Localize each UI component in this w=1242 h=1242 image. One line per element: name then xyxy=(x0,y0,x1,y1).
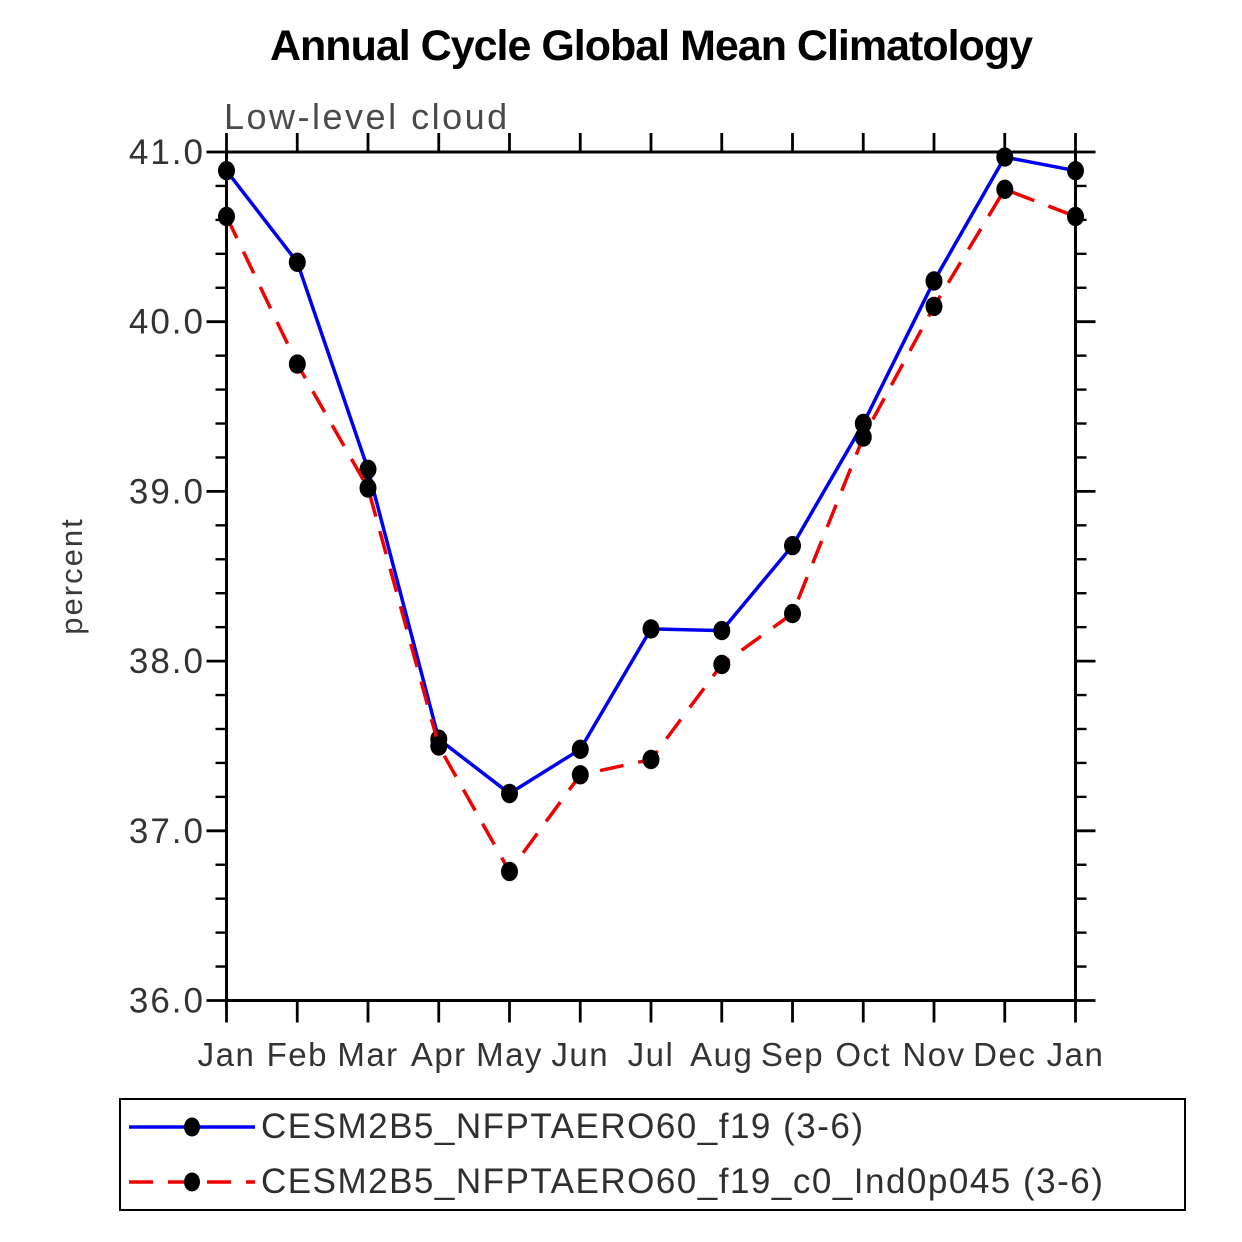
data-point-marker xyxy=(501,861,518,882)
x-tick-label: Dec xyxy=(973,1036,1036,1073)
data-point-marker xyxy=(501,783,518,804)
data-point-marker xyxy=(784,536,801,556)
y-tick-label: 41.0 xyxy=(129,133,205,172)
data-point-marker xyxy=(925,296,943,317)
legend-label: CESM2B5_NFPTAERO60_f19_c0_Ind0p045 (3-6) xyxy=(261,1161,1105,1201)
x-tick-label: Nov xyxy=(902,1036,965,1073)
x-tick-label: Apr xyxy=(411,1036,467,1073)
data-point-marker xyxy=(642,749,660,770)
data-point-marker xyxy=(854,427,872,447)
x-ticks-top xyxy=(225,133,1077,152)
data-point-marker xyxy=(1067,161,1084,181)
x-tick-label: Jan xyxy=(1047,1036,1105,1073)
x-tick-label: Jan xyxy=(198,1036,256,1073)
data-point-marker xyxy=(713,620,731,641)
x-tick-label: Mar xyxy=(337,1036,398,1073)
data-point-marker xyxy=(359,459,377,479)
chart-subtitle: Low-level cloud xyxy=(224,96,510,137)
y-tick-label: 40.0 xyxy=(129,303,205,342)
series-markers-0 xyxy=(218,147,1084,804)
y-tick-label: 39.0 xyxy=(129,472,205,511)
x-tick-label: May xyxy=(476,1036,543,1073)
data-point-marker xyxy=(784,603,801,624)
y-tick-label: 36.0 xyxy=(129,982,205,1021)
legend-item-1: CESM2B5_NFPTAERO60_f19_c0_Ind0p045 (3-6) xyxy=(121,1155,1184,1210)
x-ticks-bottom xyxy=(225,1000,1077,1023)
x-tick-label: Jun xyxy=(551,1036,609,1073)
y-tick-label: 38.0 xyxy=(129,642,205,681)
series-markers-1 xyxy=(218,179,1084,882)
legend-label: CESM2B5_NFPTAERO60_f19 (3-6) xyxy=(261,1107,865,1147)
y-ticks-right xyxy=(1075,150,1096,1002)
data-point-marker xyxy=(925,271,943,291)
data-point-marker xyxy=(218,206,235,227)
x-tick-label: Oct xyxy=(835,1036,891,1073)
data-point-marker xyxy=(642,619,660,639)
x-tick-label: Feb xyxy=(267,1036,328,1073)
legend-item-0: CESM2B5_NFPTAERO60_f19 (3-6) xyxy=(121,1100,1184,1155)
legend-line-sample-solid xyxy=(129,1117,255,1137)
data-point-marker xyxy=(854,413,872,434)
data-point-marker xyxy=(571,765,589,785)
x-tick-label: Aug xyxy=(690,1036,753,1073)
legend-line-sample-dashed xyxy=(129,1172,255,1192)
y-ticks-left xyxy=(206,150,227,1002)
x-tick-labels: Jan Feb Mar Apr May Jun Jul Aug Sep Oct Nov Dec Jan xyxy=(198,1036,1105,1073)
legend: CESM2B5_NFPTAERO60_f19 (3-6) CESM2B5_NFPT… xyxy=(119,1098,1186,1211)
chart-title: Annual Cycle Global Mean Climatology xyxy=(269,22,1033,70)
y-tick-labels: 36.0 37.0 38.0 39.0 40.0 41.0 xyxy=(129,133,205,1021)
data-point-marker xyxy=(996,179,1014,199)
data-point-marker xyxy=(1067,206,1084,227)
data-point-marker xyxy=(996,147,1014,167)
legend-marker-icon xyxy=(184,1117,200,1137)
data-point-marker xyxy=(571,739,589,759)
series-line-0 xyxy=(225,155,1076,796)
plot-frame xyxy=(225,150,1077,1002)
data-point-marker xyxy=(218,161,235,181)
y-tick-label: 37.0 xyxy=(129,812,205,851)
data-point-marker xyxy=(430,736,448,756)
legend-marker-icon xyxy=(184,1172,200,1192)
data-point-marker xyxy=(713,654,731,675)
data-point-marker xyxy=(359,478,377,498)
data-point-marker xyxy=(288,354,306,374)
data-point-marker xyxy=(288,252,306,272)
x-tick-label: Jul xyxy=(628,1036,675,1073)
x-tick-label: Sep xyxy=(761,1036,824,1073)
